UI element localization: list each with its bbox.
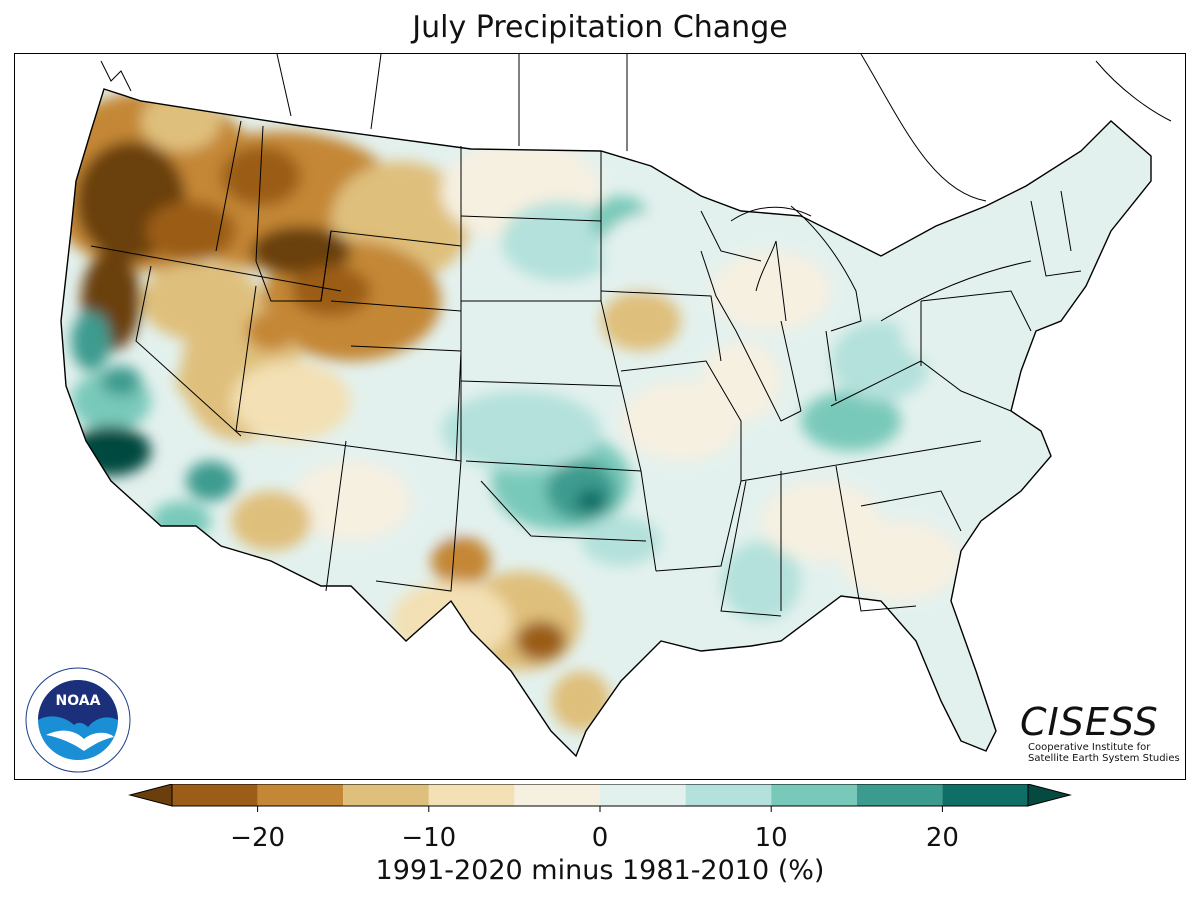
noaa-logo: NOAA	[25, 667, 131, 773]
bc-line	[276, 54, 292, 117]
state-line	[835, 465, 917, 612]
state-line	[1060, 190, 1072, 252]
precip-anomaly-region	[901, 291, 1021, 371]
precip-anomaly-region	[186, 461, 236, 501]
noaa-wordmark: NOAA	[56, 693, 101, 709]
colorbar-over-arrow	[1027, 784, 1072, 807]
colorbar-cell	[771, 784, 857, 806]
bc-coast	[100, 60, 132, 92]
precip-anomaly-region	[141, 91, 221, 151]
precip-anomaly-region	[601, 291, 681, 351]
state-line	[235, 285, 257, 432]
quebec-coast	[1095, 60, 1172, 122]
state-line	[255, 125, 462, 302]
colorbar-cell	[428, 784, 515, 806]
state-line	[920, 290, 1032, 332]
state-line	[460, 380, 622, 387]
state-line	[375, 460, 462, 592]
precip-anomaly-region	[291, 461, 411, 541]
colorbar-tick-label: 0	[592, 823, 609, 852]
precip-anomaly-region	[551, 671, 611, 731]
precip-anomaly-region	[176, 361, 226, 401]
precip-anomaly-region	[391, 581, 511, 661]
colorbar-cell	[257, 784, 344, 806]
colorbar-cell	[685, 784, 772, 806]
state-line	[720, 480, 782, 617]
precip-anomaly-region	[246, 311, 296, 351]
colorbar-tick-label: 10	[755, 823, 788, 852]
colorbar-under-arrow	[128, 784, 173, 807]
state-lines	[90, 120, 1082, 617]
state-line	[90, 245, 342, 292]
state-line	[320, 230, 332, 302]
precip-anomaly-region	[941, 191, 1061, 291]
cisess-subtitle-2: Satellite Earth System Studies	[1028, 753, 1180, 764]
cisess-subtitle-1: Cooperative Institute for	[1028, 742, 1151, 753]
colorbar-cell	[856, 784, 943, 806]
precip-anomaly-region	[601, 211, 721, 291]
state-line	[460, 215, 602, 222]
state-line	[825, 330, 837, 402]
precip-anomaly-region	[801, 391, 901, 451]
precip-anomaly-region	[701, 341, 781, 421]
state-line	[700, 250, 737, 332]
precip-anomaly-region	[431, 536, 491, 586]
state-line	[735, 330, 802, 422]
precip-anomaly-region	[101, 366, 141, 396]
state-line	[215, 120, 242, 252]
state-line	[135, 265, 242, 437]
precip-anomaly-region	[441, 391, 601, 471]
precip-anomaly-region	[576, 489, 606, 513]
precip-anomaly-region	[291, 266, 371, 316]
great-lakes-shore	[880, 260, 1032, 322]
precip-anomaly-region	[71, 311, 111, 371]
cisess-logo: CISESS Cooperative Institute for Satelli…	[1020, 702, 1180, 764]
state-line	[780, 320, 802, 412]
chart-title: July Precipitation Change	[412, 10, 788, 45]
state-line	[480, 480, 647, 542]
state-line	[235, 430, 462, 462]
border-lines	[100, 54, 1172, 202]
precip-anomaly-region	[581, 516, 661, 566]
precip-anomaly-region	[516, 621, 566, 661]
precip-anomaly-region	[711, 251, 831, 331]
great-lakes-shore	[730, 206, 812, 222]
hudson-coast	[860, 54, 987, 202]
colorbar-cell	[514, 784, 600, 806]
state-line	[600, 151, 657, 572]
cisess-name: CISESS	[1020, 700, 1159, 744]
state-line	[465, 460, 642, 472]
state-line	[1030, 200, 1082, 277]
precip-anomaly-region	[221, 146, 301, 206]
precip-anomaly-region	[151, 501, 211, 541]
precip-anomaly-region	[146, 201, 236, 261]
conus-map	[60, 54, 1172, 757]
state-line	[830, 360, 1012, 412]
precip-anomaly-region	[761, 481, 881, 561]
colorbar-tick-label: 20	[926, 823, 959, 852]
precip-anomaly-region	[231, 361, 351, 441]
state-line	[600, 290, 722, 362]
lake-michigan	[755, 240, 787, 322]
colorbar-tick-label: −20	[230, 823, 285, 852]
colorbar-cell	[600, 784, 686, 806]
colorbar-tick-label: −10	[401, 823, 456, 852]
colorbar-label: 1991-2020 minus 1981-2010 (%)	[375, 855, 825, 886]
colorbar-cell	[343, 784, 429, 806]
colorbar-cell	[942, 784, 1028, 806]
great-lakes-shore	[790, 205, 862, 332]
precip-anomaly-region	[916, 601, 986, 721]
state-line	[620, 360, 742, 481]
state-line	[700, 210, 762, 262]
map-frame	[14, 53, 1186, 780]
precip-anomaly-region	[546, 461, 616, 521]
precip-anomaly-region	[231, 491, 311, 551]
colorbar-cell	[172, 784, 258, 806]
state-line	[330, 300, 462, 312]
state-line	[655, 440, 982, 572]
colorbar: −20 −10 0 10 20	[128, 784, 1072, 852]
state-line	[325, 440, 347, 592]
state-line	[860, 490, 962, 532]
canada-province-line	[370, 54, 382, 130]
